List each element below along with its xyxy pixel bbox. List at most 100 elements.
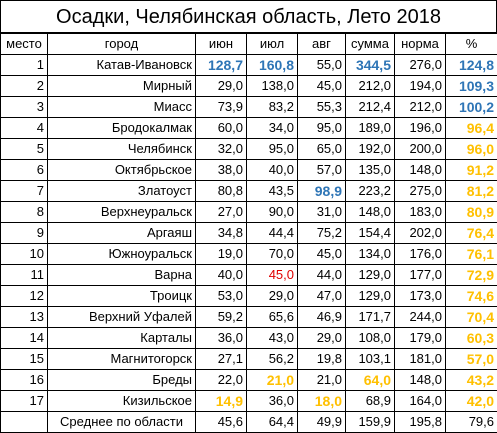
cell-jun: 53,0: [196, 286, 247, 307]
cell-sum: 212,4: [346, 97, 395, 118]
cell-jul: 40,0: [247, 160, 298, 181]
cell-jul: 34,0: [247, 118, 298, 139]
cell-aug: 18,0: [298, 391, 346, 412]
cell-norm: 148,0: [395, 160, 446, 181]
cell-jul: 70,0: [247, 244, 298, 265]
cell-norm: 164,0: [395, 391, 446, 412]
cell-jul: 160,8: [247, 55, 298, 76]
cell-city: Бродокалмак: [48, 118, 196, 139]
cell-norm: 176,0: [395, 244, 446, 265]
cell-jun: 128,7: [196, 55, 247, 76]
cell-norm: 212,0: [395, 97, 446, 118]
cell-jun: 36,0: [196, 328, 247, 349]
cell-city: Варна: [48, 265, 196, 286]
cell-aug: 21,0: [298, 370, 346, 391]
cell-norm: 179,0: [395, 328, 446, 349]
cell-rank: 3: [1, 97, 48, 118]
footer-aug: 49,9: [298, 412, 346, 433]
cell-pct: 100,2: [446, 97, 497, 118]
cell-aug: 55,0: [298, 55, 346, 76]
cell-sum: 103,1: [346, 349, 395, 370]
cell-aug: 98,9: [298, 181, 346, 202]
header-city: город: [48, 34, 196, 55]
header-norm: норма: [395, 34, 446, 55]
cell-norm: 244,0: [395, 307, 446, 328]
cell-pct: 76,4: [446, 223, 497, 244]
header-aug: авг: [298, 34, 346, 55]
cell-norm: 173,0: [395, 286, 446, 307]
cell-jul: 138,0: [247, 76, 298, 97]
cell-jun: 27,0: [196, 202, 247, 223]
cell-sum: 135,0: [346, 160, 395, 181]
header-jun: июн: [196, 34, 247, 55]
cell-sum: 108,0: [346, 328, 395, 349]
cell-jul: 83,2: [247, 97, 298, 118]
cell-jun: 32,0: [196, 139, 247, 160]
cell-pct: 109,3: [446, 76, 497, 97]
cell-sum: 192,0: [346, 139, 395, 160]
cell-sum: 154,4: [346, 223, 395, 244]
cell-rank: 17: [1, 391, 48, 412]
cell-jun: 80,8: [196, 181, 247, 202]
footer-sum: 159,9: [346, 412, 395, 433]
cell-aug: 29,0: [298, 328, 346, 349]
cell-pct: 124,8: [446, 55, 497, 76]
cell-rank: 12: [1, 286, 48, 307]
cell-rank: 5: [1, 139, 48, 160]
cell-city: Катав-Ивановск: [48, 55, 196, 76]
cell-norm: 200,0: [395, 139, 446, 160]
cell-aug: 45,0: [298, 244, 346, 265]
cell-pct: 57,0: [446, 349, 497, 370]
header-pct: %: [446, 34, 497, 55]
cell-jun: 59,2: [196, 307, 247, 328]
cell-city: Верхнеуральск: [48, 202, 196, 223]
cell-sum: 223,2: [346, 181, 395, 202]
cell-jun: 29,0: [196, 76, 247, 97]
header-rank: место: [1, 34, 48, 55]
cell-jun: 14,9: [196, 391, 247, 412]
cell-pct: 96,4: [446, 118, 497, 139]
cell-pct: 72,9: [446, 265, 497, 286]
cell-city: Бреды: [48, 370, 196, 391]
cell-jul: 21,0: [247, 370, 298, 391]
cell-sum: 171,7: [346, 307, 395, 328]
cell-aug: 47,0: [298, 286, 346, 307]
cell-rank: 16: [1, 370, 48, 391]
cell-city: Южноуральск: [48, 244, 196, 265]
cell-jun: 34,8: [196, 223, 247, 244]
cell-aug: 46,9: [298, 307, 346, 328]
cell-jul: 43,0: [247, 328, 298, 349]
cell-jun: 22,0: [196, 370, 247, 391]
header-row: место город июн июл авг сумма норма %: [1, 34, 497, 55]
cell-city: Златоуст: [48, 181, 196, 202]
cell-rank: 11: [1, 265, 48, 286]
cell-jun: 60,0: [196, 118, 247, 139]
footer-pct: 79,6: [446, 412, 497, 433]
cell-sum: 344,5: [346, 55, 395, 76]
footer-row: Среднее по области 45,6 64,4 49,9 159,9 …: [1, 412, 497, 433]
cell-jul: 43,5: [247, 181, 298, 202]
cell-jul: 44,4: [247, 223, 298, 244]
cell-city: Карталы: [48, 328, 196, 349]
cell-rank: 4: [1, 118, 48, 139]
cell-aug: 44,0: [298, 265, 346, 286]
cell-city: Кизильское: [48, 391, 196, 412]
cell-sum: 68,9: [346, 391, 395, 412]
cell-pct: 70,4: [446, 307, 497, 328]
cell-sum: 134,0: [346, 244, 395, 265]
cell-jul: 90,0: [247, 202, 298, 223]
cell-jul: 29,0: [247, 286, 298, 307]
cell-jun: 38,0: [196, 160, 247, 181]
footer-jul: 64,4: [247, 412, 298, 433]
